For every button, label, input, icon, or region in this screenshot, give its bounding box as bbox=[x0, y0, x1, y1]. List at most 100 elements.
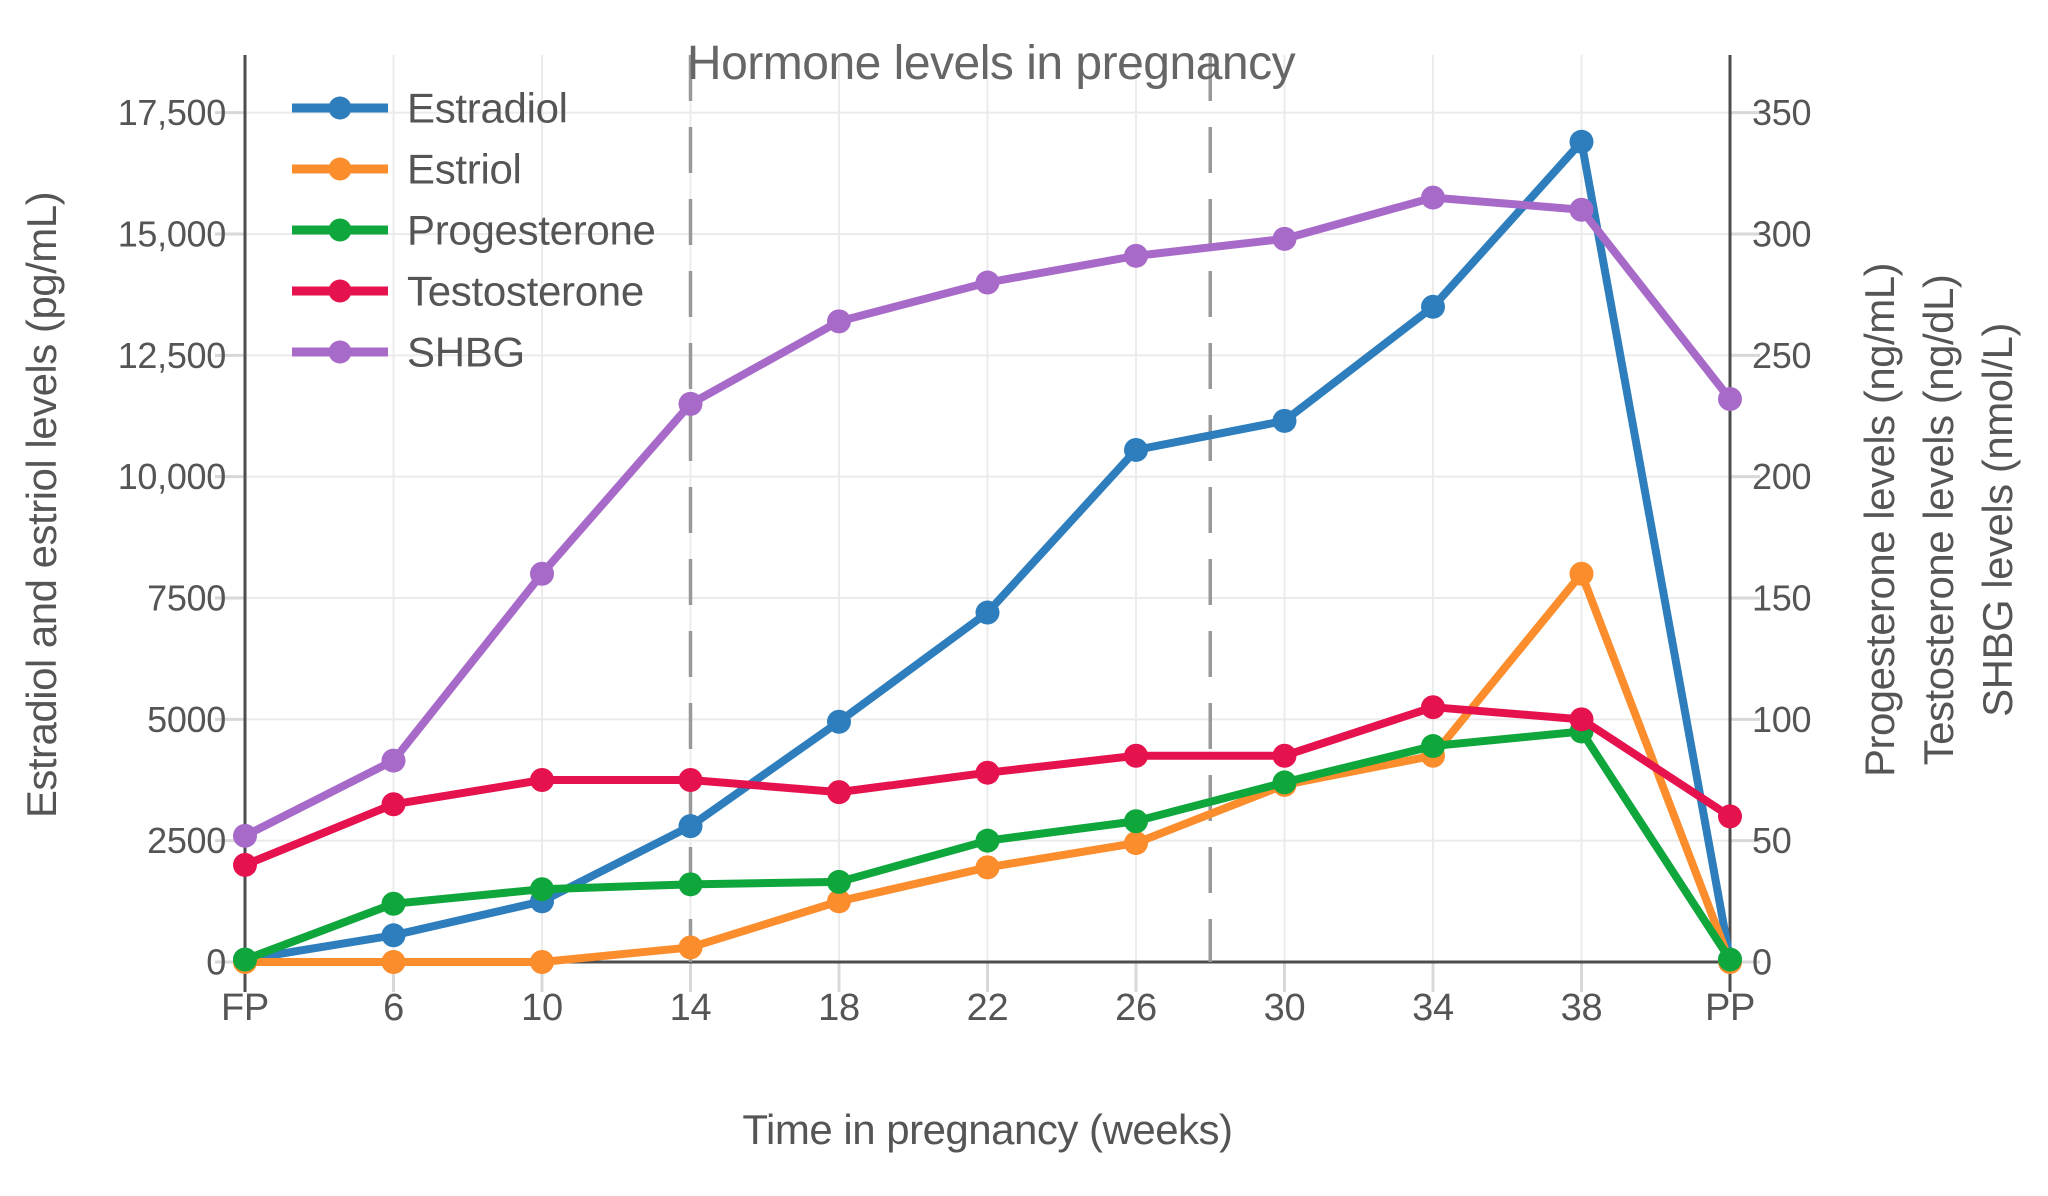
series-testosterone bbox=[233, 695, 1742, 877]
data-point-progesterone-10 bbox=[530, 877, 554, 902]
x-tick-label-PP: PP bbox=[1705, 987, 1755, 1029]
data-point-estriol-22 bbox=[975, 855, 1000, 880]
data-point-estradiol-18 bbox=[827, 709, 851, 734]
data-point-progesterone-6 bbox=[381, 891, 406, 916]
legend-marker-shbg bbox=[328, 340, 352, 364]
legend-marker-estradiol bbox=[328, 96, 352, 120]
y-left-tick-label-2500: 2500 bbox=[147, 820, 226, 861]
legend-item-testosterone[interactable]: Testosterone bbox=[292, 268, 644, 315]
chart-title: Hormone levels in pregnancy bbox=[686, 37, 1296, 90]
y-right-axis-title-progesterone: Progesterone levels (ng/mL) bbox=[1856, 262, 1903, 778]
data-point-shbg-PP bbox=[1718, 387, 1742, 412]
data-point-progesterone-26 bbox=[1124, 809, 1148, 834]
y-right-tick-label-200: 200 bbox=[1752, 456, 1811, 497]
data-point-estradiol-30 bbox=[1272, 408, 1297, 433]
series-shbg bbox=[233, 185, 1742, 848]
legend-label-estradiol: Estradiol bbox=[407, 85, 568, 132]
legend-item-shbg[interactable]: SHBG bbox=[292, 329, 525, 376]
legend-label-shbg: SHBG bbox=[407, 329, 525, 376]
data-point-progesterone-18 bbox=[827, 869, 851, 894]
y-left-tick-label-15000: 15,000 bbox=[118, 214, 226, 255]
data-point-estriol-14 bbox=[678, 935, 703, 960]
data-point-shbg-18 bbox=[827, 309, 851, 334]
tick-labels: 0 2500 5000 7500 10,000 12,500 15,000 17,500 0 50… bbox=[118, 92, 1812, 1029]
y-left-tick-label-17500: 17,500 bbox=[118, 92, 226, 133]
x-tick-label-30: 30 bbox=[1264, 987, 1306, 1029]
y-right-tick-label-50: 50 bbox=[1752, 820, 1791, 861]
x-tick-label-14: 14 bbox=[670, 987, 712, 1029]
y-left-tick-label-5000: 5000 bbox=[147, 699, 226, 740]
data-point-shbg-26 bbox=[1124, 243, 1148, 268]
series-progesterone bbox=[233, 719, 1742, 972]
data-point-testosterone-6 bbox=[381, 792, 406, 817]
data-point-shbg-30 bbox=[1272, 226, 1297, 251]
x-tick-label-18: 18 bbox=[818, 987, 860, 1029]
data-point-testosterone-PP bbox=[1718, 804, 1742, 829]
y-right-tick-label-300: 300 bbox=[1752, 214, 1811, 255]
legend-item-progesterone[interactable]: Progesterone bbox=[292, 207, 656, 254]
data-point-shbg-38 bbox=[1569, 197, 1594, 222]
x-tick-label-26: 26 bbox=[1115, 987, 1157, 1029]
data-point-testosterone-22 bbox=[975, 760, 1000, 785]
data-point-testosterone-18 bbox=[827, 780, 851, 805]
data-point-shbg-34 bbox=[1421, 185, 1445, 210]
data-point-estriol-10 bbox=[530, 950, 554, 974]
data-point-testosterone-34 bbox=[1421, 695, 1445, 720]
y-right-tick-label-0: 0 bbox=[1752, 942, 1772, 983]
legend-marker-progesterone bbox=[328, 218, 352, 242]
y-left-axis-title: Estradiol and estriol levels (pg/mL) bbox=[18, 191, 65, 819]
data-point-estradiol-22 bbox=[975, 600, 1000, 625]
y-right-axis-title-shbg: SHBG levels (nmol/L) bbox=[1974, 323, 2021, 717]
data-point-shbg-14 bbox=[678, 391, 703, 416]
y-left-tick-label-0: 0 bbox=[206, 942, 226, 983]
vertical-gridlines bbox=[392, 55, 1583, 962]
y-left-tick-label-7500: 7500 bbox=[147, 578, 226, 619]
y-right-tick-label-100: 100 bbox=[1752, 699, 1811, 740]
data-point-testosterone-38 bbox=[1569, 707, 1594, 732]
data-point-estradiol-6 bbox=[381, 923, 406, 948]
data-point-progesterone-30 bbox=[1272, 770, 1297, 795]
data-point-testosterone-30 bbox=[1272, 743, 1297, 768]
legend-item-estradiol[interactable]: Estradiol bbox=[292, 85, 568, 132]
tick-marks bbox=[215, 111, 1760, 992]
data-point-shbg-22 bbox=[975, 270, 1000, 295]
x-axis-title: Time in pregnancy (weeks) bbox=[742, 1106, 1233, 1153]
data-point-testosterone-14 bbox=[678, 768, 703, 793]
data-point-shbg-6 bbox=[381, 748, 406, 773]
data-point-estriol-18 bbox=[827, 889, 851, 914]
x-tick-label-10: 10 bbox=[521, 987, 563, 1029]
data-point-estradiol-26 bbox=[1124, 437, 1148, 462]
legend-marker-estriol bbox=[328, 157, 352, 181]
data-point-progesterone-22 bbox=[975, 828, 1000, 853]
data-point-estriol-26 bbox=[1124, 831, 1148, 856]
data-point-progesterone-14 bbox=[678, 872, 703, 897]
x-tick-label-FP: FP bbox=[221, 987, 269, 1029]
legend-item-estriol[interactable]: Estriol bbox=[292, 146, 522, 193]
y-right-tick-label-150: 150 bbox=[1752, 578, 1811, 619]
legend-label-estriol: Estriol bbox=[407, 146, 522, 193]
horizontal-gridlines bbox=[245, 111, 1730, 842]
data-point-estradiol-34 bbox=[1421, 294, 1445, 319]
data-point-shbg-10 bbox=[530, 561, 554, 586]
x-tick-label-6: 6 bbox=[383, 987, 404, 1029]
data-point-estradiol-14 bbox=[678, 814, 703, 839]
y-right-tick-label-350: 350 bbox=[1752, 92, 1811, 133]
data-point-testosterone-FP bbox=[233, 852, 257, 877]
x-tick-label-34: 34 bbox=[1412, 987, 1454, 1029]
data-point-estradiol-38 bbox=[1569, 129, 1594, 154]
data-point-progesterone-PP bbox=[1718, 947, 1742, 972]
legend-marker-testosterone bbox=[328, 279, 352, 303]
legend-label-progesterone: Progesterone bbox=[407, 207, 656, 254]
x-tick-label-22: 22 bbox=[967, 987, 1009, 1029]
y-right-tick-label-250: 250 bbox=[1752, 335, 1811, 376]
data-point-testosterone-26 bbox=[1124, 743, 1148, 768]
legend: Estradiol Estriol Progesterone Testosterone… bbox=[292, 85, 656, 376]
data-point-progesterone-34 bbox=[1421, 734, 1445, 759]
data-point-estriol-38 bbox=[1569, 561, 1594, 586]
legend-label-testosterone: Testosterone bbox=[407, 268, 644, 315]
data-point-shbg-FP bbox=[233, 823, 257, 848]
y-right-axis-title-testosterone: Testosterone levels (ng/dL) bbox=[1915, 274, 1962, 766]
data-point-estriol-6 bbox=[381, 950, 406, 974]
